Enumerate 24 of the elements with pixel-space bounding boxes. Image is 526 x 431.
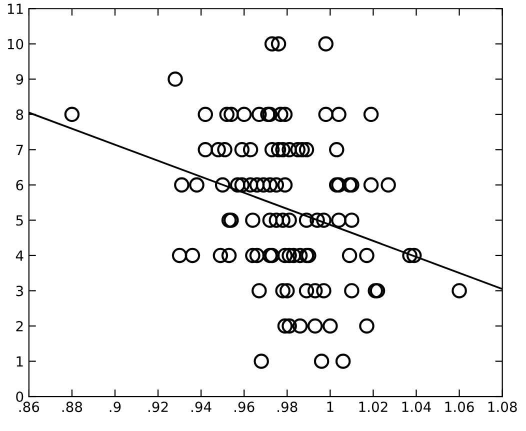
y-tick-label: 0 bbox=[16, 391, 24, 402]
x-tick-label: 1 bbox=[327, 402, 334, 412]
y-tick-label: 8 bbox=[16, 109, 24, 120]
x-tick-label: 1.06 bbox=[445, 402, 474, 412]
x-tick-label: .88 bbox=[62, 402, 82, 412]
x-tick-label: .9 bbox=[110, 402, 121, 412]
x-tick-label: .86 bbox=[19, 402, 40, 412]
y-tick-label: 1 bbox=[16, 356, 23, 367]
y-tick-label: 7 bbox=[16, 144, 23, 155]
y-tick-label: 5 bbox=[16, 215, 23, 226]
x-tick-label: .94 bbox=[192, 402, 212, 412]
y-tick-label: 11 bbox=[8, 4, 23, 14]
y-tick-label: 9 bbox=[16, 74, 24, 85]
x-tick-label: .98 bbox=[278, 402, 298, 412]
y-tick-label: 10 bbox=[8, 38, 24, 50]
y-tick-label: 6 bbox=[16, 180, 24, 190]
x-tick-label: 1.04 bbox=[402, 402, 431, 412]
x-tick-label: .96 bbox=[234, 402, 254, 412]
x-tick-label: .92 bbox=[148, 402, 168, 412]
x-tick-label: 1.02 bbox=[359, 402, 388, 412]
y-tick-label: 4 bbox=[16, 250, 24, 261]
y-tick-label: 3 bbox=[16, 286, 23, 296]
y-tick-label: 2 bbox=[16, 320, 23, 332]
x-tick-label: 1.08 bbox=[488, 402, 517, 412]
